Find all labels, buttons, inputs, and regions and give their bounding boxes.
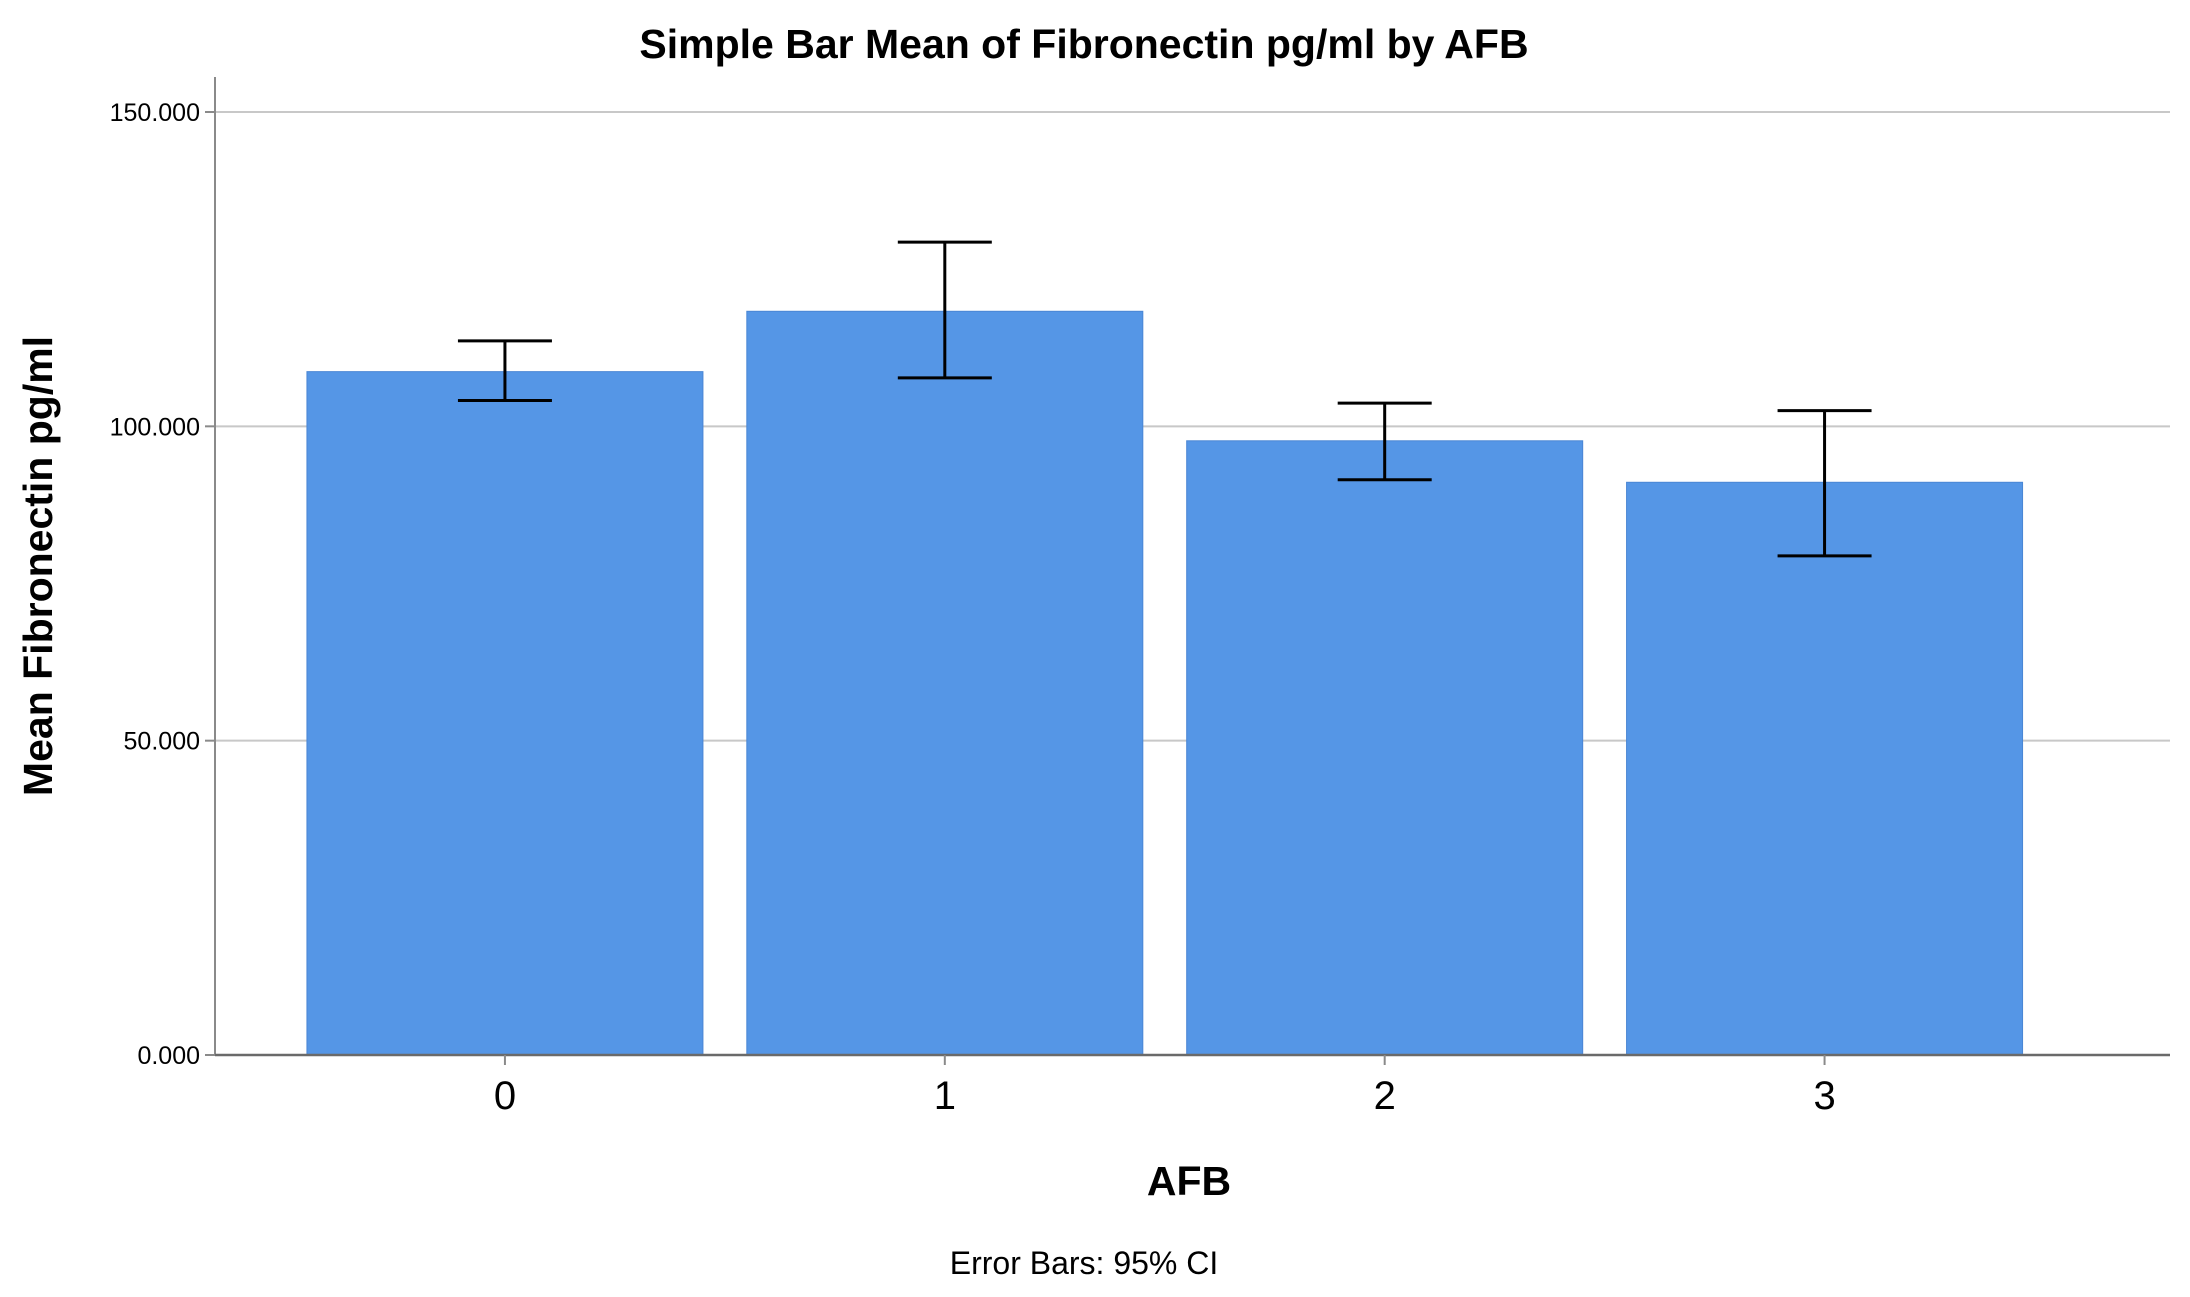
y-tick-labels: 0.000 50.000 100.000 150.000 xyxy=(110,99,200,1070)
y-tick-label: 100.000 xyxy=(110,413,200,441)
bar xyxy=(746,310,1144,1056)
bar xyxy=(1626,481,2024,1056)
bars-group xyxy=(306,310,2024,1056)
error-bars-note: Error Bars: 95% CI xyxy=(950,1245,1219,1281)
x-tick-label: 0 xyxy=(494,1074,516,1118)
y-tick-label: 150.000 xyxy=(110,99,200,127)
y-axis-label: Mean Fibronectin pg/ml xyxy=(15,336,61,796)
chart-title: Simple Bar Mean of Fibronectin pg/ml by … xyxy=(639,21,1528,67)
y-tick-label: 50.000 xyxy=(124,728,200,756)
x-tick-label: 1 xyxy=(934,1074,956,1118)
axes xyxy=(214,77,2170,1057)
x-tick-labels: 0 1 2 3 xyxy=(494,1055,1836,1118)
bar xyxy=(306,371,704,1056)
x-axis-label: AFB xyxy=(1147,1158,1231,1204)
error-bars-group xyxy=(457,240,1872,558)
x-tick-label: 2 xyxy=(1374,1074,1396,1118)
bar xyxy=(1186,440,1584,1056)
y-tick-label: 0.000 xyxy=(137,1042,200,1070)
x-tick-label: 3 xyxy=(1813,1074,1835,1118)
